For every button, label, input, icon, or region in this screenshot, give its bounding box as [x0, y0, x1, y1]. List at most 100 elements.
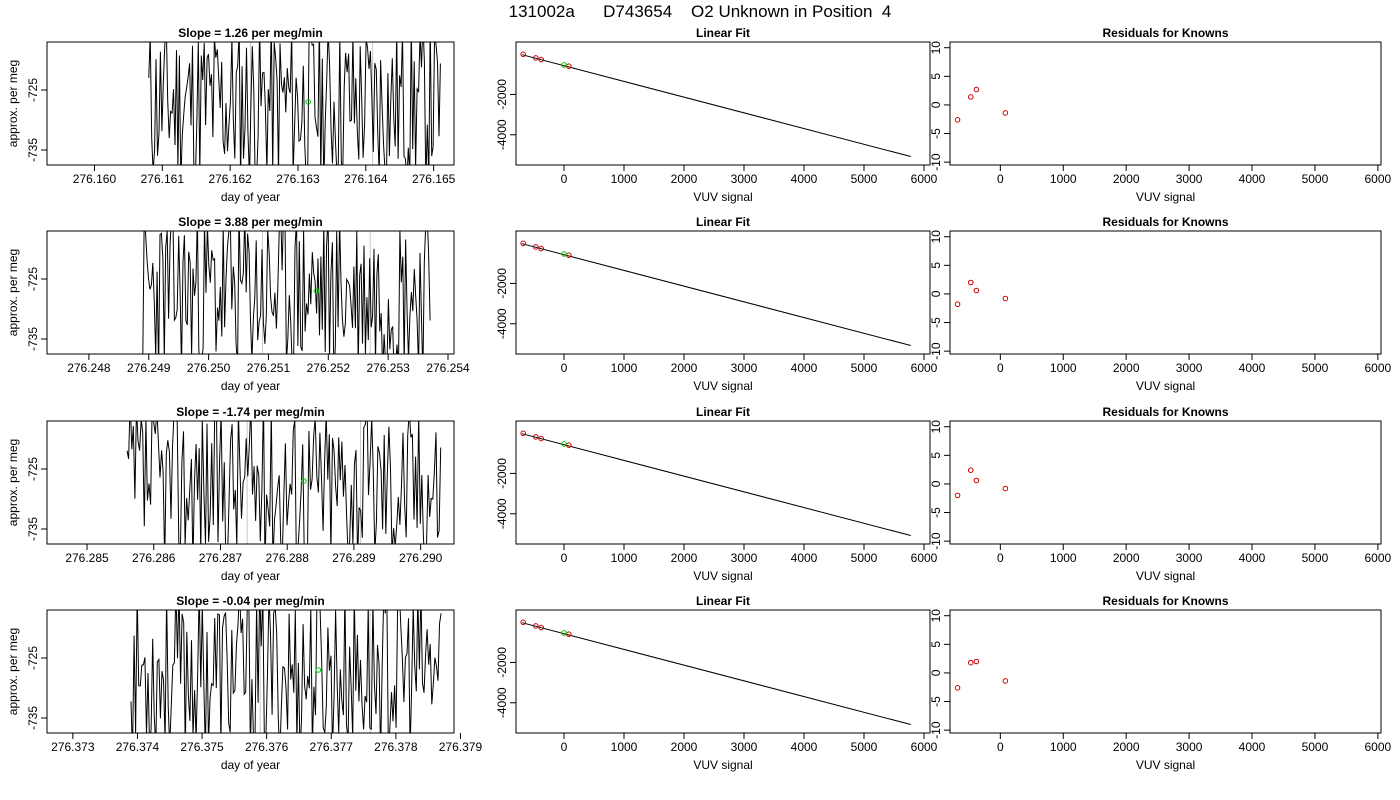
unknown-point: [561, 62, 567, 68]
fit-line: [521, 243, 911, 347]
plot-title: Residuals for Knowns: [1102, 215, 1228, 229]
x-axis-label: VUV signal: [693, 758, 752, 772]
plot-frame: [515, 230, 931, 355]
plot-frame: [46, 41, 455, 166]
x-tick-label: 2000: [1113, 172, 1140, 186]
plot-3: Residuals for Knowns 0 1000 2000 3000 4000 500…: [929, 26, 1392, 204]
x-axis-label: VUV signal: [693, 569, 752, 583]
x-tick-label: 1000: [1050, 551, 1077, 565]
x-tick-label: 2000: [671, 361, 698, 375]
y-tick-label: -735: [26, 517, 40, 541]
y-tick-label: -10: [929, 342, 943, 360]
y-tick-label: -5: [929, 696, 943, 707]
known-point: [538, 245, 545, 252]
y-tick-label: -735: [26, 706, 40, 730]
plot-data-area: [130, 610, 442, 733]
plot-title: Linear Fit: [696, 26, 750, 40]
x-tick-label: 276.373: [51, 740, 95, 754]
plot-frame: [515, 609, 931, 734]
y-tick-label: 5: [929, 641, 943, 648]
plot-data-area: [520, 240, 911, 347]
known-point: [967, 279, 974, 286]
plot-6: Residuals for Knowns 0 1000 2000 3000 4000 500…: [929, 215, 1392, 393]
y-tick-label: -4000: [495, 687, 509, 718]
y-tick-label: -2000: [495, 79, 509, 110]
plot-data-area: [126, 421, 442, 544]
x-tick-label: 2000: [1113, 361, 1140, 375]
x-tick-label: 0: [997, 740, 1004, 754]
x-tick-label: 276.252: [307, 361, 351, 375]
known-point: [973, 86, 980, 93]
y-tick-label: -725: [26, 267, 40, 291]
x-tick-label: 4000: [791, 740, 818, 754]
x-tick-label: 276.253: [366, 361, 410, 375]
plot-data-area: [520, 430, 911, 537]
x-tick-label: 276.254: [426, 361, 470, 375]
x-axis-label: VUV signal: [1136, 569, 1195, 583]
known-point: [533, 434, 539, 440]
plot-title: Linear Fit: [696, 594, 750, 608]
unknown-point: [561, 251, 567, 257]
plot-title: Linear Fit: [696, 405, 750, 419]
plot-frame: [949, 609, 1382, 734]
plot-title: Slope = -1.74 per meg/min: [176, 405, 324, 419]
y-tick-label: -10: [929, 721, 943, 739]
x-tick-label: 2000: [671, 172, 698, 186]
x-tick-label: 276.286: [132, 551, 176, 565]
x-tick-label: 6000: [911, 740, 938, 754]
x-axis-label: VUV signal: [1136, 379, 1195, 393]
known-point: [538, 56, 545, 63]
unknown-marker: [315, 667, 322, 673]
x-tick-label: 6000: [1365, 740, 1392, 754]
data-trace: [142, 231, 431, 354]
plot-9: Residuals for Knowns 0 1000 2000 3000 4000 500…: [929, 405, 1392, 583]
plot-data-area: [520, 51, 911, 158]
x-tick-label: 276.165: [412, 172, 456, 186]
plot-frame: [46, 420, 455, 545]
plot-1: Slope = 1.26 per meg/min 276.160 276.161 27…: [6, 26, 456, 204]
x-tick-label: 5000: [851, 740, 878, 754]
fit-line: [521, 54, 911, 158]
x-tick-label: 2000: [1113, 740, 1140, 754]
plot-10: Slope = -0.04 per meg/min 276.373 276.374 2…: [6, 594, 482, 772]
y-tick-label: -5: [929, 507, 943, 518]
plot-8: Linear Fit 0 1000 2000 3000 4000 5000 6000 -2000…: [495, 405, 938, 583]
plot-title: Slope = -0.04 per meg/min: [176, 594, 324, 608]
data-trace: [148, 42, 441, 165]
y-tick-label: 5: [929, 262, 943, 269]
x-tick-label: 0: [561, 740, 568, 754]
known-point: [1002, 485, 1009, 492]
y-tick-label: 0: [929, 101, 943, 108]
unknown-marker: [313, 288, 320, 294]
x-tick-label: 5000: [1302, 551, 1329, 565]
x-tick-label: 4000: [791, 551, 818, 565]
y-tick-label: -725: [26, 457, 40, 481]
y-tick-label: 0: [929, 669, 943, 676]
x-axis-label: day of year: [221, 758, 280, 772]
data-trace: [130, 610, 442, 733]
y-tick-label: 10: [929, 230, 943, 244]
x-tick-label: 276.248: [67, 361, 111, 375]
x-tick-label: 3000: [1176, 740, 1203, 754]
plot-data-area: [954, 86, 1009, 123]
plot-frame: [515, 41, 931, 166]
x-tick-label: 276.377: [310, 740, 354, 754]
known-point: [538, 624, 545, 631]
page-title: 131002a D743654 O2 Unknown in Position 4: [508, 2, 892, 21]
known-point: [520, 240, 527, 247]
x-tick-label: 0: [997, 361, 1004, 375]
known-point: [954, 685, 961, 691]
y-tick-label: -4000: [495, 119, 509, 150]
x-tick-label: 276.251: [247, 361, 291, 375]
y-tick-label: -2000: [495, 647, 509, 678]
plot-frame: [46, 230, 455, 355]
plot-7: Slope = -1.74 per meg/min 276.285 276.286 2…: [6, 405, 455, 583]
known-point: [973, 658, 980, 665]
known-point: [538, 435, 545, 442]
y-tick-label: -735: [26, 138, 40, 162]
x-tick-label: 3000: [1176, 361, 1203, 375]
x-tick-label: 276.285: [65, 551, 109, 565]
x-tick-label: 276.250: [187, 361, 231, 375]
y-tick-label: 10: [929, 41, 943, 55]
